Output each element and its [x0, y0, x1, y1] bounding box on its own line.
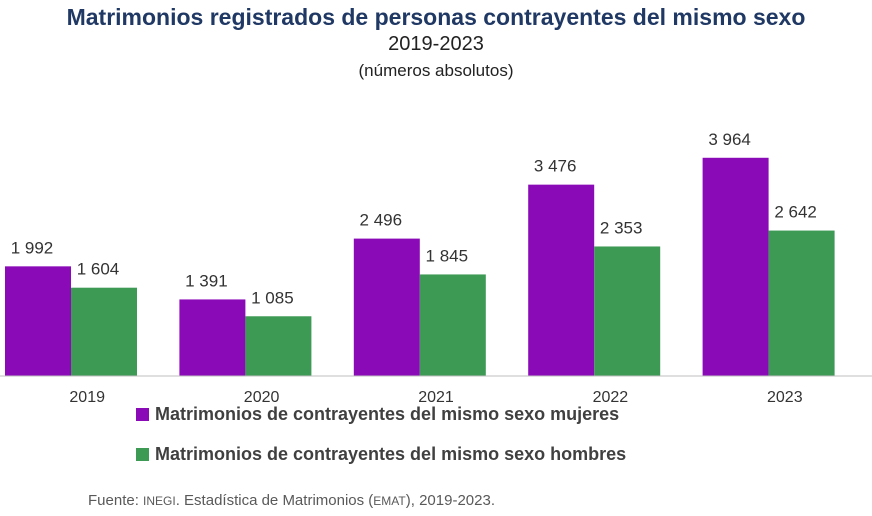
data-label-mujeres-2023: 3 964 [708, 130, 751, 149]
x-tick-label-2022: 2022 [593, 389, 629, 406]
data-label-mujeres-2022: 3 476 [534, 157, 577, 176]
legend-swatch-hombres [136, 448, 149, 461]
bar-hombres-2019 [71, 287, 137, 376]
bar-mujeres-2020 [179, 299, 246, 376]
bar-chart: 1 992 1 604 2019 1 391 1 085 2020 2 496 1 845 20… [0, 130, 872, 406]
data-label-mujeres-2019: 1 992 [11, 238, 54, 257]
data-label-mujeres-2020: 1 391 [185, 271, 228, 290]
legend-swatch-mujeres [136, 408, 149, 421]
source-middle: . Estadística de Matrimonios ( [175, 492, 374, 509]
x-tick-label-2020: 2020 [244, 389, 280, 406]
data-label-hombres-2023: 2 642 [774, 203, 817, 222]
source-suffix: ), 2019-2023. [405, 492, 495, 509]
chart-title: Matrimonios registrados de personas cont… [66, 4, 806, 30]
x-tick-label-2023: 2023 [767, 389, 803, 406]
source-note: Fuente: INEGI. Estadística de Matrimonio… [88, 492, 495, 509]
source-org: INEGI [143, 494, 176, 508]
bar-hombres-2020 [245, 316, 312, 376]
x-tick-label-2021: 2021 [418, 389, 454, 406]
chart-subtitle: 2019-2023 [388, 33, 484, 55]
x-tick-label-2019: 2019 [69, 389, 105, 406]
data-label-hombres-2021: 1 845 [426, 246, 469, 265]
legend-item-mujeres: Matrimonios de contrayentes del mismo se… [136, 404, 619, 425]
bar-mujeres-2022 [528, 184, 595, 376]
legend-item-hombres: Matrimonios de contrayentes del mismo se… [136, 444, 626, 465]
bar-hombres-2022 [594, 246, 661, 376]
data-label-hombres-2022: 2 353 [600, 218, 643, 237]
bar-hombres-2021 [419, 274, 486, 376]
data-label-hombres-2020: 1 085 [251, 288, 294, 307]
bar-mujeres-2023 [702, 157, 769, 376]
source-prefix: Fuente: [88, 492, 144, 509]
bar-mujeres-2019 [5, 266, 71, 376]
legend-label-mujeres: Matrimonios de contrayentes del mismo se… [155, 404, 620, 424]
data-label-hombres-2019: 1 604 [77, 260, 120, 279]
bar-hombres-2023 [768, 230, 835, 376]
chart-units-note: (números absolutos) [358, 61, 514, 80]
source-abbr: EMAT [373, 494, 406, 508]
bar-mujeres-2021 [353, 238, 420, 376]
legend-label-hombres: Matrimonios de contrayentes del mismo se… [155, 444, 627, 464]
data-label-mujeres-2021: 2 496 [360, 211, 403, 230]
